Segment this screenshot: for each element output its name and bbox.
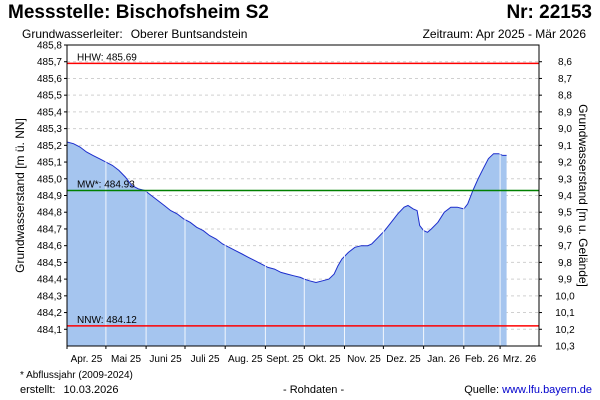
- source-label: Quelle:: [464, 384, 500, 396]
- y-tick-label-left: 485,6: [37, 74, 62, 85]
- y-tick-label-right: 9,0: [558, 124, 572, 135]
- y-tick-label-left: 484,6: [37, 241, 62, 252]
- x-tick-label: Sept. 25: [266, 354, 304, 365]
- y-tick-label-right: 9,2: [558, 158, 572, 169]
- y-tick-label-right: 9,4: [558, 191, 572, 202]
- source-info: Quelle: www.lfu.bayern.de: [464, 384, 592, 396]
- station-title: Messstelle: Bischofsheim S2: [8, 2, 269, 23]
- x-tick-label: Feb. 26: [465, 354, 499, 365]
- y-tick-label-right: 9,3: [558, 174, 572, 185]
- source-link[interactable]: www.lfu.bayern.de: [502, 384, 592, 396]
- y-tick-label-right: 8,7: [558, 74, 572, 85]
- y-tick-label-right: 9,9: [558, 275, 572, 286]
- aquifer-info: Grundwasserleiter: Oberer Buntsandstein: [22, 27, 247, 41]
- station-number: Nr: 22153: [506, 2, 592, 23]
- y-tick-label-right: 9,7: [558, 241, 572, 252]
- y-tick-label-left: 485,7: [37, 57, 62, 68]
- y-tick-label-right: 8,8: [558, 91, 572, 102]
- created-info: erstellt: 10.03.2026: [20, 384, 119, 396]
- created-date: 10.03.2026: [63, 384, 119, 396]
- x-tick-label: Mai 25: [111, 354, 141, 365]
- x-tick-label: Jan. 26: [427, 354, 460, 365]
- y-tick-label-left: 485,1: [37, 158, 62, 169]
- created-label: erstellt:: [20, 384, 56, 396]
- y-tick-label-left: 484,7: [37, 224, 62, 235]
- y-tick-label-left: 485,2: [37, 141, 62, 152]
- y-tick-label-left: 485,8: [37, 41, 62, 52]
- x-tick-label: Mrz. 26: [503, 354, 537, 365]
- y-tick-label-left: 485,0: [37, 174, 62, 185]
- y-tick-label-left: 485,5: [37, 91, 62, 102]
- rawdata-note: - Rohdaten -: [283, 384, 345, 396]
- y-tick-label-left: 484,2: [37, 308, 62, 319]
- x-tick-label: Nov. 25: [347, 354, 381, 365]
- x-tick-label: Okt. 25: [308, 354, 341, 365]
- y-tick-label-right: 9,8: [558, 258, 572, 269]
- x-tick-label: Apr. 25: [71, 354, 103, 365]
- y-tick-label-left: 484,3: [37, 291, 62, 302]
- y-tick-label-left: 484,1: [37, 325, 62, 336]
- reference-label: MW*: 484.93: [77, 179, 135, 190]
- y-axis-title-right: Grundwasserstand [m u. Gelände]: [576, 104, 590, 287]
- aquifer-value: Oberer Buntsandstein: [130, 27, 248, 41]
- y-tick-label-right: 10,2: [555, 325, 575, 336]
- period-info: Zeitraum: Apr 2025 - Mär 2026: [422, 27, 586, 41]
- y-tick-label-right: 10,0: [555, 291, 575, 302]
- y-axis-title-left: Grundwasserstand [m ü. NN]: [13, 118, 27, 273]
- y-tick-label-right: 10,1: [555, 308, 575, 319]
- y-tick-label-right: 8,6: [558, 57, 572, 68]
- y-tick-label-right: 10,3: [555, 342, 575, 353]
- y-tick-label-right: 9,5: [558, 208, 572, 219]
- y-tick-label-left: 484,5: [37, 258, 62, 269]
- reference-label: NNW: 484.12: [77, 315, 137, 326]
- y-tick-label-left: 485,3: [37, 124, 62, 135]
- x-tick-label: Dez. 25: [386, 354, 421, 365]
- x-tick-label: Juli 25: [191, 354, 220, 365]
- y-tick-label-left: 484,9: [37, 191, 62, 202]
- groundwater-line: [66, 141, 507, 284]
- reference-label: HHW: 485.69: [77, 52, 137, 63]
- y-tick-label-right: 9,6: [558, 224, 572, 235]
- y-tick-label-left: 484,4: [37, 275, 62, 286]
- y-tick-label-right: 9,1: [558, 141, 572, 152]
- y-tick-label-right: 8,9: [558, 107, 572, 118]
- y-tick-label-left: 485,4: [37, 107, 62, 118]
- groundwater-area: [67, 142, 507, 346]
- x-tick-label: Aug. 25: [228, 354, 263, 365]
- y-tick-label-left: 484,8: [37, 208, 62, 219]
- x-tick-label: Juni 25: [149, 354, 182, 365]
- footnote: * Abflussjahr (2009-2024): [20, 370, 133, 381]
- aquifer-label: Grundwasserleiter:: [22, 27, 123, 41]
